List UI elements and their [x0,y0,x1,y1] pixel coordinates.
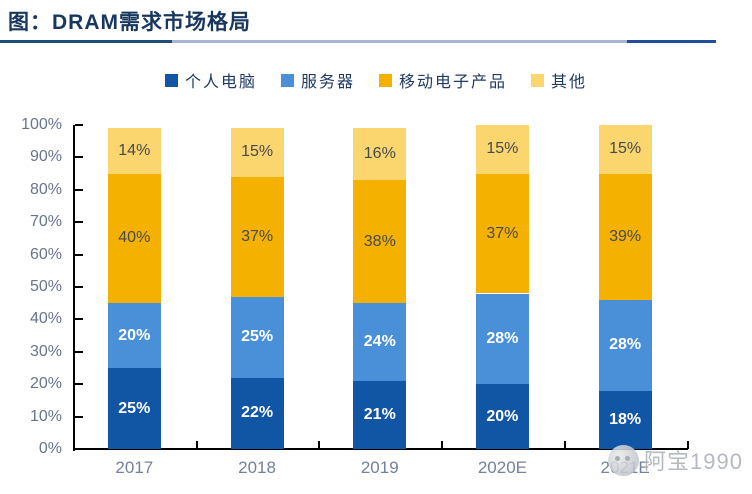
x-tick-mark [441,441,444,449]
legend-swatch-icon [280,73,294,87]
bar-segment: 20% [107,303,161,368]
legend-label: 其他 [551,74,588,91]
bar-segment: 14% [107,128,161,174]
y-axis-line [73,125,75,451]
y-tick-mark [75,350,83,353]
y-tick-mark [75,286,83,288]
y-tick-label: 40% [29,310,62,328]
y-tick-label: 100% [21,116,62,133]
y-tick-label: 30% [29,342,62,360]
x-axis-label: 2018 [238,458,276,477]
legend-label: 服务器 [300,74,355,91]
y-tick-label: 60% [29,245,62,263]
y-tick-mark [75,318,83,321]
bar-value-label: 14% [118,141,151,159]
bar-value-label: 24% [363,333,396,351]
x-tick-mark [318,441,321,449]
legend-swatch-icon [379,73,392,87]
y-tick-label: 50% [29,278,62,295]
y-tick-mark [75,156,83,159]
bar-value-label: 38% [363,232,396,250]
x-axis-label: 2017 [115,458,154,477]
legend-item: 移动电子产品 [379,68,507,92]
bar-value-label: 28% [486,329,519,347]
bar-value-label: 25% [118,399,151,417]
bar-segment: 21% [353,381,407,449]
bar-value-label: 25% [241,328,274,346]
bar-segment: 40% [107,173,161,304]
x-axis-label: 2019 [360,458,399,477]
x-tick-mark [686,441,689,449]
bar-segment: 15% [230,128,284,177]
y-tick-label: 10% [29,407,62,425]
legend-item: 服务器 [280,68,355,92]
y-tick-label: 0% [38,440,62,457]
bar-value-label: 21% [363,406,396,423]
y-tick-mark [75,188,83,191]
legend-item: 个人电脑 [164,68,257,92]
bar-segment: 25% [230,296,284,378]
bar-value-label: 18% [609,410,642,428]
legend-swatch-icon [164,73,178,87]
y-tick-mark [75,124,83,126]
legend-swatch-icon [531,73,545,87]
y-tick-mark [75,415,83,418]
legend-label: 个人电脑 [184,74,257,91]
bar-segment: 38% [353,180,407,304]
bar-value-label: 15% [486,140,519,158]
y-tick-mark [75,383,83,386]
legend-label: 移动电子产品 [399,74,508,91]
bar-segment: 22% [230,377,284,449]
bar-segment: 18% [598,390,652,449]
x-axis-label: 2021E [600,458,650,477]
x-tick-mark [195,441,198,449]
x-axis-label: 2020E [477,458,528,477]
x-tick-mark [563,441,566,449]
bar-segment: 20% [475,384,529,449]
bar-segment: 25% [107,368,161,449]
bar-value-label: 22% [241,404,274,422]
bar-value-label: 37% [486,224,519,242]
y-tick-label: 70% [29,213,62,231]
bar-value-label: 16% [363,145,396,163]
chart-title: 图：DRAM需求市场格局 [8,11,251,34]
y-tick-label: 20% [29,375,62,393]
bar-value-label: 28% [609,336,642,354]
x-axis-line [73,448,688,450]
title-underline-dark-right [627,40,716,43]
y-tick-mark [75,221,83,224]
bar-segment: 28% [475,293,529,385]
bar-value-label: 40% [118,229,151,247]
bar-segment: 15% [475,125,529,174]
bar-segment: 37% [475,173,529,294]
bar-segment: 37% [230,176,284,297]
bar-value-label: 15% [609,140,642,158]
bar-value-label: 37% [241,227,274,245]
bar-segment: 28% [598,300,652,391]
title-underline-dark-left [0,40,172,43]
bar-segment: 39% [598,173,652,300]
bar-value-label: 20% [118,326,151,344]
title-underline-light [172,40,627,43]
y-tick-label: 90% [29,148,62,166]
bar-value-label: 15% [241,143,274,161]
y-tick-label: 80% [29,180,62,198]
y-tick-mark [75,253,83,256]
bar-value-label: 39% [609,227,642,245]
chart-legend: 个人电脑 服务器 移动电子产品 其他 [0,66,752,94]
bar-segment: 15% [598,125,652,174]
bar-value-label: 20% [486,407,519,425]
bar-segment: 16% [353,128,407,180]
legend-item: 其他 [531,68,587,92]
bar-segment: 24% [353,303,407,381]
